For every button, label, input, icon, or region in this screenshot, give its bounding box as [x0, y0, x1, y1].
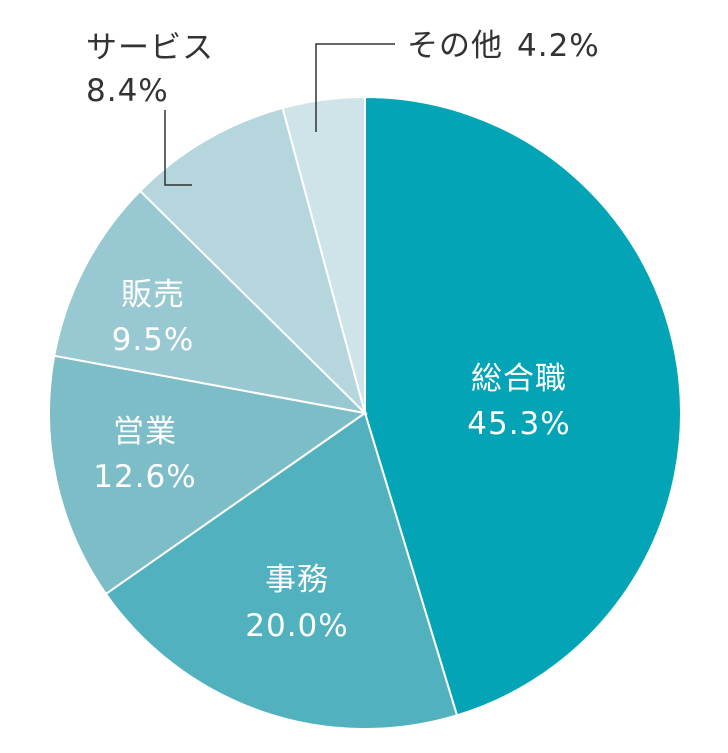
pie-slice-1: [104, 411, 459, 730]
slice-name-other: その他 4.2%: [407, 28, 600, 64]
slice-pct-other: 4.2%: [517, 28, 600, 64]
leader-line-other: [315, 43, 395, 132]
slice-name-other-text: その他: [407, 28, 503, 64]
slice-name-eigyou: 営業: [113, 414, 177, 450]
slice-name-service: サービス: [86, 30, 214, 66]
pie-slice-5: [281, 95, 366, 414]
slice-pct-service: 8.4%: [86, 73, 169, 109]
pie-slice-0: [364, 95, 682, 717]
slice-pct-hanbai: 9.5%: [112, 322, 195, 358]
pie-slices: [48, 95, 682, 730]
pie-slice-2: [48, 354, 368, 596]
slice-pct-sougoushoku: 45.3%: [467, 406, 570, 442]
slice-name-hanbai: 販売: [121, 277, 185, 313]
pie-slice-4: [138, 106, 367, 417]
slice-pct-jimu: 20.0%: [245, 608, 348, 644]
slice-labels: 総合職 45.3% 事務 20.0% 営業 12.6% 販売 9.5% サービス…: [86, 28, 600, 644]
slice-name-jimu: 事務: [265, 562, 329, 598]
pie-slice-3: [53, 189, 369, 415]
slice-name-sougoushoku: 総合職: [471, 361, 567, 397]
slice-pct-eigyou: 12.6%: [93, 459, 196, 495]
leader-lines: [164, 43, 395, 186]
leader-line-service: [164, 110, 192, 186]
